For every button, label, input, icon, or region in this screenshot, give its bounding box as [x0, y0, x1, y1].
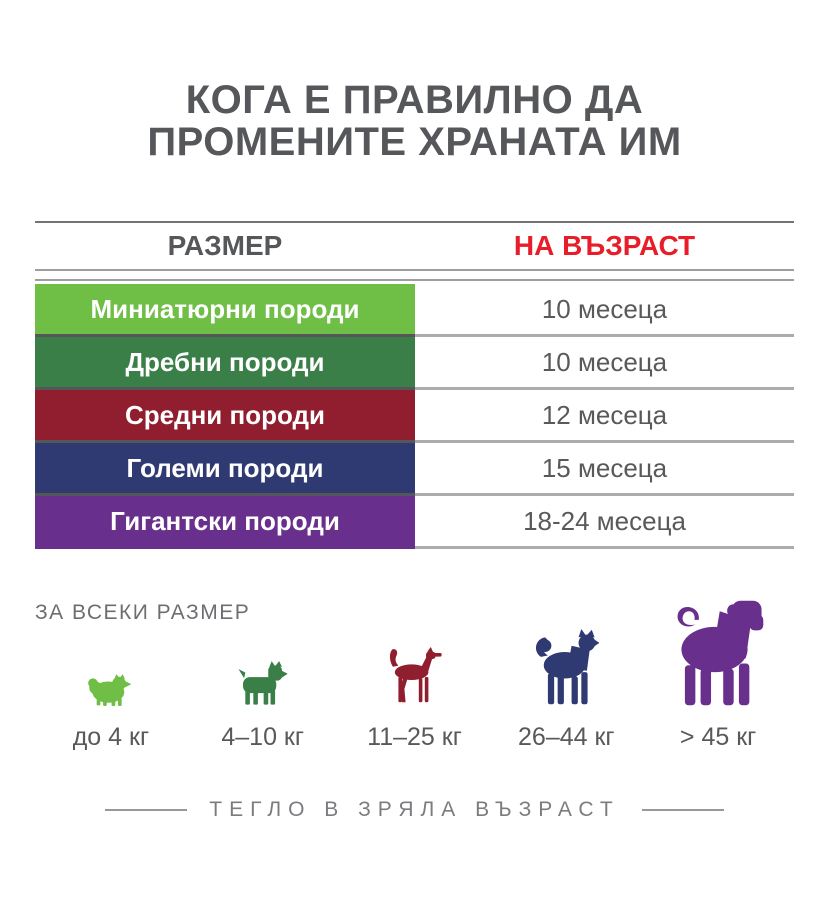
dog-column: [642, 599, 794, 707]
weight-label: до 4 кг: [72, 723, 150, 752]
large-dog-icon: [531, 629, 601, 707]
page-title: КОГА Е ПРАВИЛНО ДА ПРОМЕНИТЕ ХРАНАТА ИМ: [40, 78, 789, 164]
age-cell: 10 месеца: [415, 284, 794, 338]
size-cell: Големи породи: [35, 443, 415, 497]
dog-column: [339, 647, 491, 707]
weight-label: > 45 кг: [679, 723, 757, 752]
table-row: Дребни породи 10 месеца: [35, 337, 794, 391]
table-row: Миниатюрни породи 10 месеца: [35, 284, 794, 338]
weight-label: 26–44 кг: [518, 723, 615, 752]
age-cell: 12 месеца: [415, 390, 794, 444]
table-header-size: РАЗМЕР: [167, 230, 283, 262]
weight-label: 11–25 кг: [367, 723, 462, 752]
weight-labels-row: до 4 кг 4–10 кг 11–25 кг 26–44 кг > 45 к…: [35, 723, 794, 752]
table-header-age: НА ВЪЗРАСТ: [513, 230, 696, 262]
small-dog-icon: [235, 661, 290, 707]
table-row: Средни породи 12 месеца: [35, 390, 794, 444]
page-title-line2: ПРОМЕНИТЕ ХРАНАТА ИМ: [147, 119, 682, 164]
giant-dog-icon: [669, 599, 767, 707]
divider-line-left: [105, 809, 188, 812]
dog-column: [35, 673, 187, 707]
weight-label: 4–10 кг: [221, 723, 304, 752]
age-cell: 15 месеца: [415, 443, 794, 497]
header-divider: [35, 269, 794, 282]
dog-icons-row: [35, 595, 794, 707]
medium-dog-icon: [384, 647, 444, 707]
size-cell: Гигантски породи: [35, 496, 415, 550]
table-header-row: РАЗМЕР НА ВЪЗРАСТ: [35, 221, 794, 269]
size-age-table: РАЗМЕР НА ВЪЗРАСТ Миниатюрни породи 10 м…: [35, 221, 794, 550]
footer: ТЕГЛО В ЗРЯЛА ВЪЗРАСТ: [105, 798, 725, 822]
table-row: Големи породи 15 месеца: [35, 443, 794, 497]
age-cell: 18-24 месеца: [415, 496, 794, 550]
age-cell: 10 месеца: [415, 337, 794, 391]
page-title-line1: КОГА Е ПРАВИЛНО ДА: [185, 78, 644, 122]
table-row: Гигантски породи 18-24 месеца: [35, 496, 794, 550]
toy-dog-icon: [85, 673, 136, 707]
sizes-heading: ЗА ВСЕКИ РАЗМЕР: [35, 601, 251, 625]
sizes-section: ЗА ВСЕКИ РАЗМЕР: [35, 595, 794, 752]
size-cell: Дребни породи: [35, 337, 415, 391]
dog-column: [187, 661, 339, 707]
footer-caption: ТЕГЛО В ЗРЯЛА ВЪЗРАСТ: [209, 798, 620, 822]
dog-column: [490, 629, 642, 707]
size-cell: Миниатюрни породи: [35, 284, 415, 338]
size-cell: Средни породи: [35, 390, 415, 444]
divider-line-right: [641, 809, 725, 812]
